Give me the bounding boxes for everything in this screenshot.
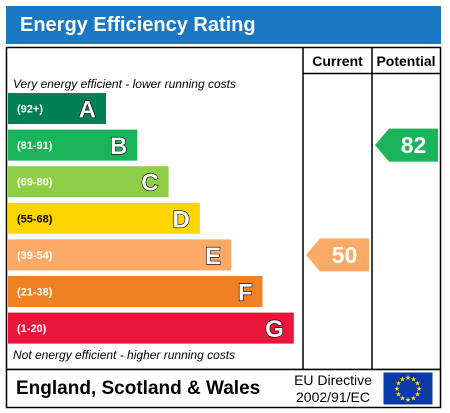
bottom-note: Not energy efficient - higher running co… — [13, 348, 235, 362]
eu-star: ★ — [410, 375, 416, 383]
band-letter-g: G — [265, 316, 284, 343]
band-range-a: (92+) — [17, 104, 43, 116]
footer-region: England, Scotland & Wales — [16, 378, 260, 399]
band-letter-b: B — [110, 133, 127, 160]
eu-star: ★ — [414, 380, 420, 388]
band-range-b: (81-91) — [17, 140, 53, 152]
band-range-d: (55-68) — [17, 213, 53, 225]
band-e — [8, 239, 232, 271]
top-note: Very energy efficient - lower running co… — [13, 77, 236, 91]
potential-column-header: Potential — [376, 53, 435, 69]
eu-star: ★ — [405, 374, 411, 382]
band-range-f: (21-38) — [17, 287, 53, 299]
eu-star: ★ — [395, 391, 401, 399]
band-letter-c: C — [141, 170, 158, 197]
potential-indicator — [375, 128, 438, 162]
potential-value: 82 — [401, 132, 427, 158]
eu-star: ★ — [414, 391, 420, 399]
band-a — [8, 93, 106, 124]
band-d — [8, 202, 200, 234]
page-title: Energy Efficiency Rating — [20, 14, 256, 36]
band-letter-d: D — [173, 206, 190, 233]
footer-directive-line2: 2002/91/EC — [296, 389, 370, 405]
footer-directive-line1: EU Directive — [294, 372, 372, 388]
eu-flag-icon: ★ ★★★★★★★★★★★ — [382, 371, 434, 406]
header-bar: Energy Efficiency Rating — [6, 6, 441, 44]
band-range-e: (39-54) — [17, 250, 53, 262]
eu-star: ★ — [405, 396, 411, 404]
band-letter-f: F — [238, 280, 253, 307]
eu-star: ★ — [399, 395, 405, 403]
rating-indicators: 50 82 — [306, 128, 438, 272]
footer-frame — [5, 368, 442, 409]
eu-star: ★ — [394, 385, 400, 393]
eu-star: ★ — [410, 395, 416, 403]
band-letter-a: A — [79, 97, 96, 124]
band-f — [8, 276, 263, 307]
current-indicator — [306, 238, 369, 272]
eu-star: ★ — [416, 385, 422, 393]
current-value: 50 — [332, 242, 358, 268]
current-column-header: Current — [312, 53, 363, 69]
band-g — [8, 312, 294, 344]
eu-star: ★ — [399, 375, 405, 383]
band-range-g: (1-20) — [17, 323, 47, 335]
band-b — [8, 129, 138, 161]
band-letter-e: E — [205, 243, 221, 270]
band-c — [8, 166, 169, 198]
eu-star: ★ — [395, 380, 401, 388]
band-range-c: (69-80) — [17, 177, 53, 189]
rating-bands: (92+) A (81-91) B (69-80) C (55-68) D (39-54) E (2… — [8, 93, 294, 344]
